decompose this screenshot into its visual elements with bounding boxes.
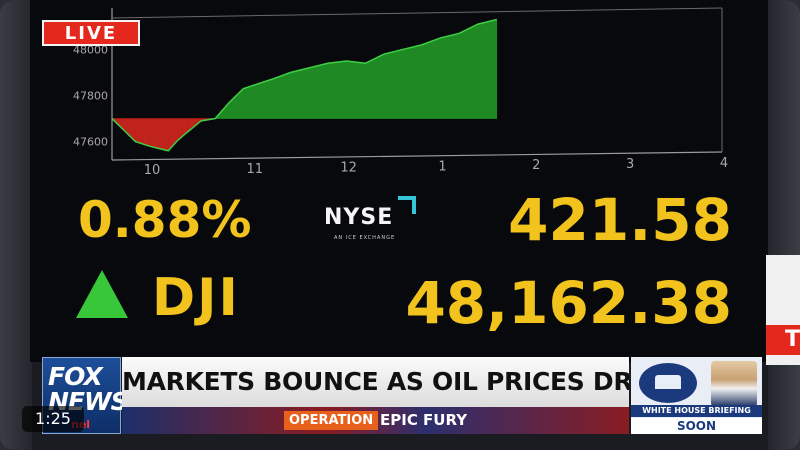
chart-y-tick-label: 47600 [73, 136, 108, 149]
fox-logo-line1: FOX [48, 362, 103, 391]
live-badge: LIVE [42, 20, 140, 46]
chart-area-segment [365, 53, 385, 119]
chart-y-tick-label: 47800 [73, 90, 108, 103]
operation-name: EPIC FURY [380, 411, 468, 429]
chart-area-segment [290, 67, 310, 119]
percent-change: 0.88% [78, 191, 252, 249]
chart-y-ticks: 47600 47800 48000 [73, 43, 108, 148]
chart-area-segment [458, 23, 479, 119]
briefing-status: SOON [631, 418, 762, 434]
chart-area-segment [421, 37, 441, 119]
chart-x-ticks: 10 11 12 1 2 3 4 [144, 156, 728, 178]
chart-area-segment [243, 83, 258, 119]
studio-wall-right [768, 0, 800, 450]
nyse-bracket-icon [398, 196, 416, 214]
chart-area-segment [383, 49, 404, 119]
up-arrow-icon [76, 270, 128, 318]
chart-series-line [111, 18, 497, 152]
chart-area-segment [271, 72, 291, 119]
operation-tag: OPERATION [284, 411, 379, 430]
nyse-subtitle: AN ICE EXCHANGE [334, 235, 396, 241]
chart-x-tick-label: 4 [720, 156, 728, 171]
chart-area [111, 18, 498, 152]
chart-grid [111, 7, 723, 161]
chart-x-tick-label: 1 [438, 159, 446, 174]
chart-x-tick-label: 3 [626, 157, 634, 172]
chart-area-segment [346, 60, 366, 119]
chart-area-segment [477, 19, 498, 119]
chart-area-segment [402, 44, 422, 119]
chart-area-segment [149, 118, 160, 149]
chart-x-tick-label: 12 [340, 161, 357, 176]
nyse-logo: NYSE [324, 205, 394, 230]
chart-area-segment [158, 118, 169, 152]
chart-y-tick-label: 48000 [73, 43, 108, 56]
lower-third: FOX NEWS nel MARKETS BOUNCE AS OIL PRICE… [42, 357, 762, 437]
studio-wall-left [0, 0, 32, 450]
chart-x-axis [111, 151, 723, 161]
chart-area-segment [440, 32, 460, 119]
chart-x-tick-label: 2 [532, 158, 540, 173]
chart-top-border [111, 7, 723, 19]
index-value: 48,162.38 [405, 269, 732, 337]
chart-x-tick-label: 11 [246, 162, 263, 177]
chart-area-segment [229, 87, 244, 119]
video-timestamp: 1:25 [22, 406, 84, 432]
background-sign-text: T [766, 325, 800, 355]
chart-area-segment [308, 62, 329, 119]
white-house-briefing-box: WHITE HOUSE BRIEFING SOON [631, 357, 762, 434]
point-change: 421.58 [508, 186, 732, 254]
operation-strip: OPERATION EPIC FURY [122, 407, 629, 434]
chart-x-tick-label: 10 [144, 163, 161, 178]
white-house-briefing-label: WHITE HOUSE BRIEFING [631, 405, 762, 417]
chart-area-segment [257, 78, 272, 119]
headline-banner: MARKETS BOUNCE AS OIL PRICES DROP [122, 357, 629, 407]
press-secretary-thumbnail [711, 361, 757, 407]
index-symbol: DJI [152, 268, 240, 328]
chart-area-segment [327, 60, 347, 119]
white-house-seal-icon [639, 363, 697, 403]
